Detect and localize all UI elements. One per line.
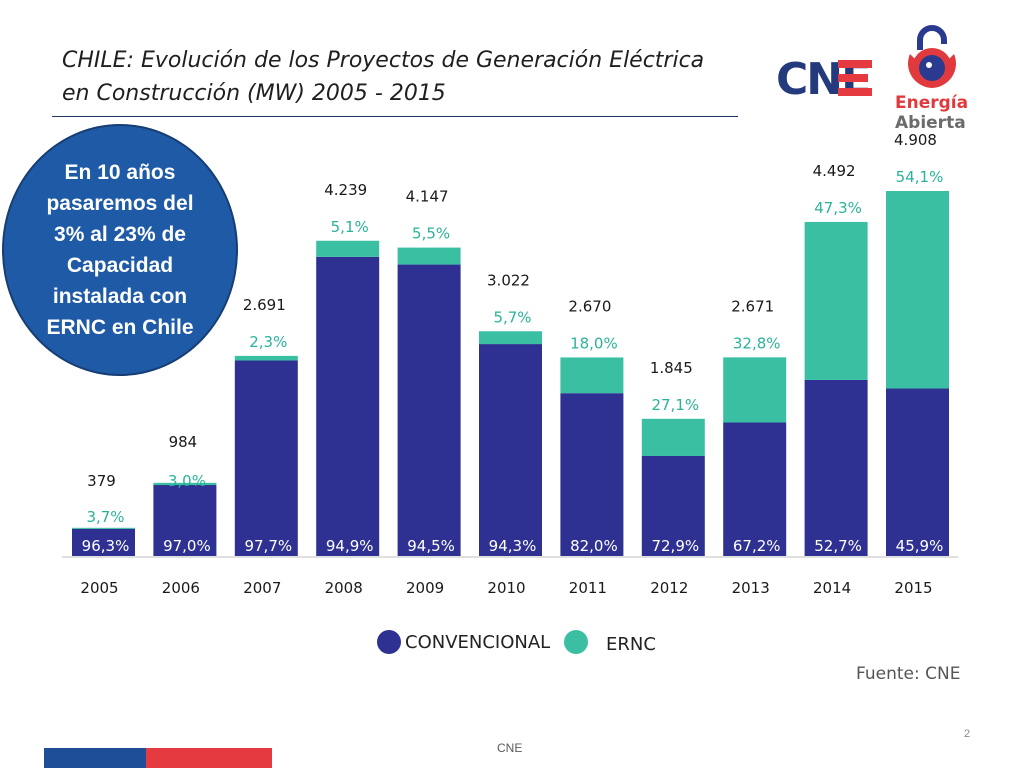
bar-convencional-2006 <box>153 485 217 556</box>
bar-ernc-2009 <box>397 247 461 265</box>
label-total-2013: 2.671 <box>731 297 774 315</box>
legend-swatch-ernc <box>564 630 588 654</box>
bar-ernc-2013 <box>723 357 787 423</box>
label-ernc-2011: 18,0% <box>570 334 618 352</box>
bar-ernc-2010 <box>479 331 542 345</box>
label-total-2010: 3.022 <box>487 271 530 289</box>
label-ernc-2005: 3,7% <box>86 508 124 526</box>
callout-text: En 10 años pasaremos del 3% al 23% de Ca… <box>46 161 194 339</box>
chart-legend: CONVENCIONAL ERNC <box>0 628 1024 658</box>
label-ernc-2015: 54,1% <box>896 168 944 186</box>
label-convencional-2011: 82,0% <box>570 537 618 555</box>
bar-convencional-2014 <box>804 379 868 556</box>
label-convencional-2014: 52,7% <box>814 537 862 555</box>
bar-convencional-2010 <box>479 344 542 556</box>
x-tick-2005: 2005 <box>80 579 118 597</box>
label-convencional-2007: 97,7% <box>244 537 292 555</box>
x-tick-2010: 2010 <box>487 579 525 597</box>
energia-abierta-icon <box>908 25 956 88</box>
x-tick-2008: 2008 <box>325 579 363 597</box>
bar-ernc-2005 <box>72 527 135 529</box>
label-convencional-2012: 72,9% <box>651 537 699 555</box>
label-total-2015: 4.908 <box>894 131 937 149</box>
label-ernc-2010: 5,7% <box>493 308 531 326</box>
bar-convencional-2015 <box>886 388 949 556</box>
bar-ernc-2015 <box>886 191 949 389</box>
bar-ernc-2011 <box>560 357 624 394</box>
x-tick-2006: 2006 <box>162 579 200 597</box>
x-tick-2011: 2011 <box>569 579 607 597</box>
label-total-2011: 2.670 <box>568 297 611 315</box>
bar-ernc-2006 <box>153 482 217 486</box>
footer-org: CNE <box>497 741 523 755</box>
title-divider <box>52 116 738 117</box>
energia-abierta-line1: Energía <box>895 93 969 113</box>
title-line-1: CHILE: Evolución de los Proyectos de Gen… <box>62 48 705 73</box>
callout-bubble: En 10 años pasaremos del 3% al 23% de Ca… <box>2 124 238 376</box>
legend-label-ernc: ERNC <box>606 634 656 655</box>
label-ernc-2009: 5,5% <box>412 225 450 243</box>
bar-ernc-2007 <box>234 355 298 361</box>
bar-ernc-2012 <box>641 418 705 456</box>
label-convencional-2009: 94,5% <box>407 537 455 555</box>
bar-convencional-2008 <box>316 256 380 556</box>
label-total-2008: 4.239 <box>324 181 367 199</box>
bar-ernc-2014 <box>804 221 868 380</box>
label-ernc-2006: 3,0% <box>168 472 206 490</box>
x-tick-2007: 2007 <box>243 579 281 597</box>
x-tick-2013: 2013 <box>732 579 770 597</box>
bar-convencional-2007 <box>234 360 298 556</box>
legend-swatch-convencional <box>377 630 401 654</box>
label-convencional-2013: 67,2% <box>733 537 781 555</box>
label-total-2009: 4.147 <box>406 188 449 206</box>
label-total-2007: 2.691 <box>243 296 286 314</box>
bar-convencional-2011 <box>560 393 624 556</box>
x-tick-2009: 2009 <box>406 579 444 597</box>
bar-convencional-2012 <box>641 455 705 556</box>
source-note: Fuente: CNE <box>856 664 961 684</box>
label-ernc-2007: 2,3% <box>249 333 287 351</box>
label-total-2006: 984 <box>169 433 198 451</box>
label-convencional-2010: 94,3% <box>489 537 537 555</box>
energia-abierta-line2: Abierta <box>895 113 966 133</box>
bar-convencional-2009 <box>397 264 461 556</box>
x-tick-2015: 2015 <box>894 579 932 597</box>
label-ernc-2014: 47,3% <box>814 199 862 217</box>
label-total-2012: 1.845 <box>650 359 693 377</box>
footer-stripe-blue <box>44 748 146 768</box>
label-ernc-2013: 32,8% <box>733 334 781 352</box>
legend-label-convencional: CONVENCIONAL <box>405 632 551 653</box>
label-ernc-2008: 5,1% <box>331 218 369 236</box>
label-convencional-2008: 94,9% <box>326 537 374 555</box>
title-line-2: en Construcción (MW) 2005 - 2015 <box>62 81 446 106</box>
bar-convencional-2013 <box>723 422 787 556</box>
page-number: 2 <box>964 728 971 740</box>
x-tick-2012: 2012 <box>650 579 688 597</box>
x-tick-2014: 2014 <box>813 579 851 597</box>
label-ernc-2012: 27,1% <box>651 396 699 414</box>
cne-logo: CNE <box>776 56 872 100</box>
label-total-2014: 4.492 <box>813 162 856 180</box>
label-convencional-2005: 96,3% <box>82 537 130 555</box>
footer-stripe-red <box>146 748 272 768</box>
bar-ernc-2008 <box>316 240 380 257</box>
bar-convencional-2005 <box>72 528 135 556</box>
label-convencional-2015: 45,9% <box>896 537 944 555</box>
page-title: CHILE: Evolución de los Proyectos de Gen… <box>62 44 742 110</box>
label-total-2005: 379 <box>87 472 116 490</box>
label-convencional-2006: 97,0% <box>163 537 211 555</box>
